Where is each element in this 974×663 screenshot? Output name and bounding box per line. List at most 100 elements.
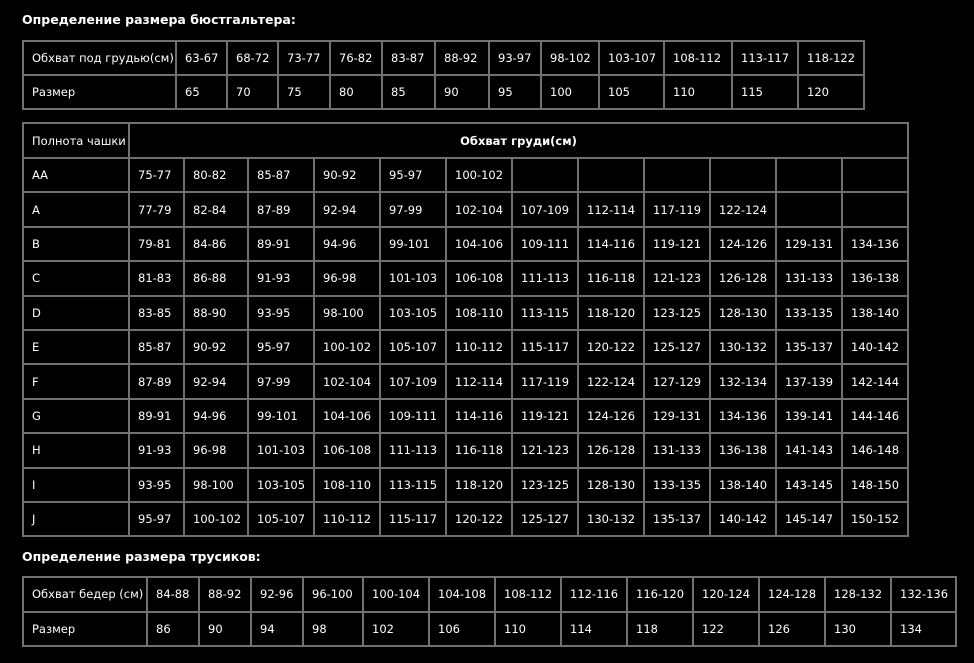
table-row: F 87-89 92-94 97-99 102-104 107-109 112-114 117… (22, 363, 910, 400)
cell: 122-124 (577, 363, 645, 400)
cell: 134-136 (709, 397, 777, 435)
cell: 118-122 (797, 40, 865, 76)
cell: 100-102 (313, 328, 381, 366)
cell: 100-104 (362, 576, 430, 613)
cell: 98-102 (540, 40, 600, 76)
header-cell: Обхват груди(см) (127, 122, 910, 159)
cell: 113-115 (379, 466, 447, 503)
section-title: Определение размера бюстгальтера: (22, 12, 296, 27)
cell: 104-108 (428, 576, 496, 613)
cell: 112-114 (445, 363, 513, 400)
cell: 120-124 (692, 576, 760, 613)
cell: 125-127 (643, 328, 711, 366)
cell: 124-126 (577, 397, 645, 435)
cell: 83-87 (381, 40, 436, 76)
cell: 79-81 (128, 225, 185, 263)
table-row: E 85-87 90-92 95-97 100-102 105-107 110-112 115… (22, 328, 910, 366)
cell: 118-120 (445, 466, 513, 503)
cell: 111-113 (511, 260, 579, 297)
cell: 136-138 (709, 432, 777, 469)
cell: 139-141 (775, 397, 843, 435)
cell: 114-116 (577, 225, 645, 263)
cell: 112-116 (560, 576, 628, 613)
cell: 144-146 (840, 397, 910, 435)
table-row: J 95-97 100-102 105-107 110-112 115-117 120-12… (22, 500, 910, 538)
cell: 100-102 (183, 500, 249, 538)
cell: 117-119 (643, 191, 711, 228)
cell: 126-128 (709, 260, 777, 297)
cell: 113-117 (731, 40, 799, 76)
row-label: Обхват бедер (см) (22, 576, 148, 613)
cell: 107-109 (511, 191, 579, 228)
cell: 96-98 (313, 260, 381, 297)
cell: 93-95 (247, 294, 315, 331)
cell: 112-114 (577, 191, 645, 228)
cell: 134 (890, 610, 957, 647)
cell: 138-140 (709, 466, 777, 503)
cell: 133-135 (775, 294, 843, 331)
cell: 63-67 (175, 40, 228, 76)
empty-cell (511, 156, 579, 194)
cell: 109-111 (511, 225, 579, 263)
table-row: H 91-93 96-98 101-103 106-108 111-113 116-118 1… (22, 432, 910, 469)
cell: 120 (797, 74, 865, 110)
cell: 108-112 (663, 40, 733, 76)
cell: 109-111 (379, 397, 447, 435)
row-label: Размер (22, 74, 177, 110)
cell: 100-102 (445, 156, 513, 194)
cell: 80 (329, 74, 383, 110)
cell: 82-84 (183, 191, 249, 228)
cell: 101-103 (247, 432, 315, 469)
cell: 123-125 (511, 466, 579, 503)
cell: 91-93 (128, 432, 185, 469)
table-row: AA 75-77 80-82 85-87 90-92 95-97 100-102 (22, 156, 910, 194)
cell: 145-147 (775, 500, 843, 538)
cell: 146-148 (840, 432, 910, 469)
table-row: Обхват под грудью(см) 63-67 68-72 73-77 76-8… (22, 40, 865, 76)
cell: 100 (540, 74, 600, 110)
cell: 121-123 (511, 432, 579, 469)
row-label: I (22, 466, 130, 503)
section-title: Определение размера трусиков: (22, 549, 261, 564)
cell: 89-91 (247, 225, 315, 263)
cell: 88-90 (183, 294, 249, 331)
cell: 143-145 (775, 466, 843, 503)
cell: 116-118 (577, 260, 645, 297)
cell: 99-101 (379, 225, 447, 263)
cell: 119-121 (643, 225, 711, 263)
cell: 129-131 (775, 225, 843, 263)
row-label: H (22, 432, 130, 469)
table-row: A 77-79 82-84 87-89 92-94 97-99 102-104 107-109… (22, 191, 910, 228)
row-label: A (22, 191, 130, 228)
cell: 134-136 (840, 225, 910, 263)
table-row: Размер 65 70 75 80 85 90 95 100 105 110 115 120 (22, 74, 865, 110)
table-row: D 83-85 88-90 93-95 98-100 103-105 108-110 113-… (22, 294, 910, 331)
cell: 122 (692, 610, 760, 647)
cell: 103-105 (379, 294, 447, 331)
empty-cell (709, 156, 777, 194)
cell: 131-133 (775, 260, 843, 297)
cell: 128-130 (709, 294, 777, 331)
cell: 104-106 (445, 225, 513, 263)
cell: 124-128 (758, 576, 826, 613)
cell: 105-107 (247, 500, 315, 538)
cell: 96-100 (302, 576, 364, 613)
cell: 97-99 (247, 363, 315, 400)
cell: 106 (428, 610, 496, 647)
cell: 94-96 (183, 397, 249, 435)
cell: 93-97 (488, 40, 542, 76)
cell: 105 (598, 74, 665, 110)
cell: 98-100 (183, 466, 249, 503)
cell: 130-132 (577, 500, 645, 538)
row-label: D (22, 294, 130, 331)
cell: 110 (494, 610, 562, 647)
cell: 114-116 (445, 397, 513, 435)
cell: 140-142 (840, 328, 910, 366)
cell: 140-142 (709, 500, 777, 538)
cell: 128-130 (577, 466, 645, 503)
cell: 127-129 (643, 363, 711, 400)
cell: 95 (488, 74, 542, 110)
cell: 86 (146, 610, 200, 647)
cell: 95-97 (379, 156, 447, 194)
row-label: B (22, 225, 130, 263)
